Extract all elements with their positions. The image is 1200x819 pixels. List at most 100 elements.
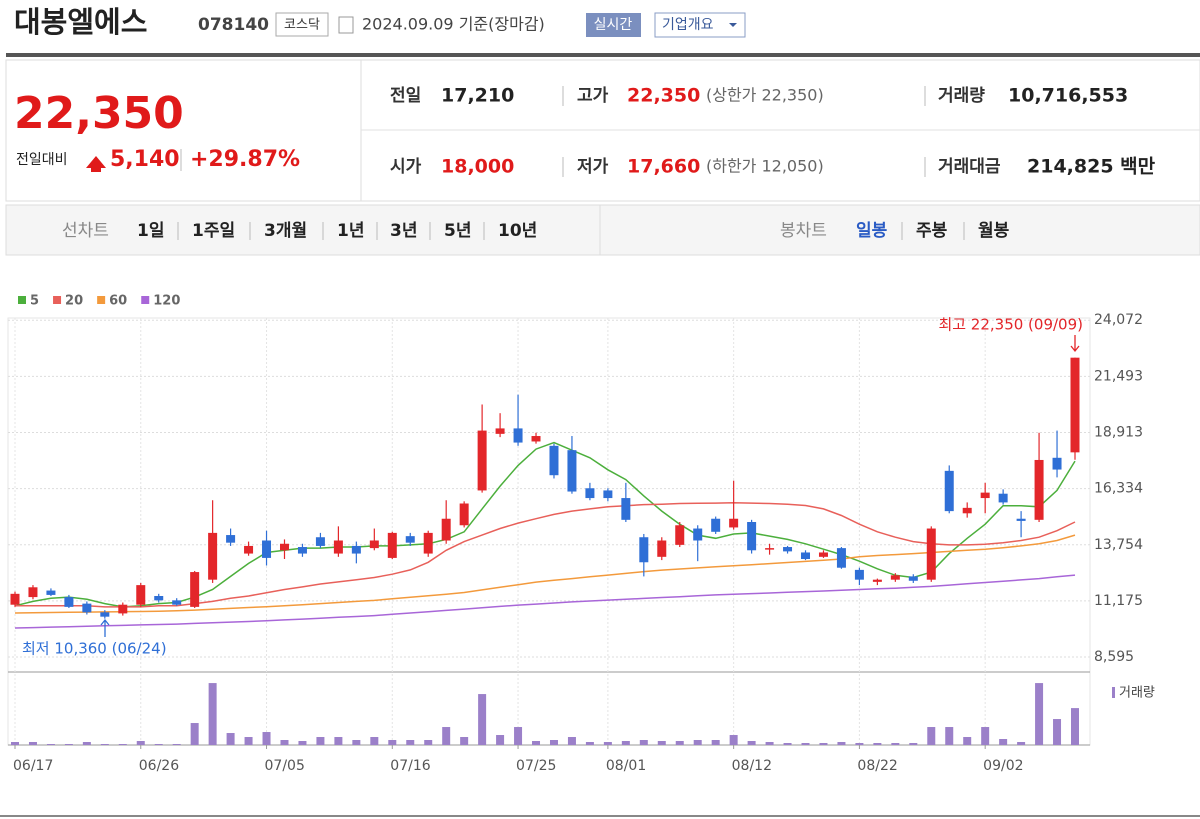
legend-swatch	[97, 296, 106, 304]
high-annotation: 최고 22,350 (09/09)	[938, 316, 1083, 334]
candle-body	[513, 428, 523, 443]
tab[interactable]: 월봉	[978, 221, 1010, 241]
legend-label: 5	[30, 294, 39, 309]
market-badge	[275, 12, 329, 37]
candle-body	[962, 507, 972, 514]
market: 코스닥	[284, 18, 320, 33]
candle-body	[387, 532, 397, 558]
date: 2024.09.09 기준(장마감)	[362, 15, 545, 34]
tab[interactable]: 1일	[137, 221, 164, 241]
moving-average	[14, 574, 1076, 629]
stat-note: (상한가 22,350)	[706, 86, 824, 105]
tab-active[interactable]: 일봉	[856, 221, 888, 241]
volume-bar	[1035, 683, 1044, 745]
header-rule	[6, 53, 1200, 57]
candle-body	[118, 604, 128, 614]
volume-bar	[64, 744, 73, 745]
x-tick-label: 06/17	[13, 758, 53, 774]
volume-bar	[262, 732, 271, 745]
volume-bar	[783, 743, 792, 745]
candle-body	[621, 498, 631, 520]
candle-body	[693, 528, 703, 541]
company-label[interactable]: 기업개요	[662, 17, 714, 33]
volume-bar	[621, 741, 630, 745]
tab[interactable]: 5년	[444, 221, 471, 241]
volume-bar	[46, 744, 55, 745]
candle-body	[818, 552, 828, 557]
low-arrow	[100, 618, 110, 637]
tab[interactable]: 3개월	[264, 221, 307, 241]
tab[interactable]: 10년	[498, 221, 537, 241]
candle-body	[208, 532, 218, 580]
moving-average	[15, 502, 1076, 608]
volume-bar	[11, 742, 19, 745]
volume-bar	[765, 742, 774, 745]
y-tick-label: 18,913	[1094, 424, 1143, 440]
volume-bar	[945, 727, 954, 745]
candle-body	[675, 525, 685, 545]
volume-bar	[28, 742, 37, 745]
candle-body	[549, 445, 559, 476]
stat-label: 고가	[577, 86, 609, 106]
volume-bar	[819, 743, 828, 745]
volume-bar	[460, 737, 469, 745]
stock-code: 078140	[198, 15, 269, 35]
stock-name: 대봉엘에스	[14, 5, 147, 39]
volume-bar	[801, 743, 810, 745]
candle-body	[423, 532, 433, 554]
volume-bar	[82, 742, 91, 745]
tab-bar	[5, 204, 1200, 256]
candle-body	[854, 569, 864, 580]
volume-bar	[514, 727, 523, 745]
stat-label: 거래량	[938, 86, 985, 106]
candle-body	[64, 597, 74, 607]
realtime-button[interactable]	[586, 13, 641, 37]
candle-body	[585, 488, 595, 499]
low-annotation: 최저 10,360 (06/24)	[22, 640, 167, 658]
candle-body	[46, 590, 56, 595]
volume-bar	[316, 737, 325, 745]
company-button[interactable]	[654, 12, 746, 38]
candle-body	[657, 540, 667, 557]
volume-bar	[1071, 708, 1079, 745]
x-tick-label: 07/16	[390, 758, 430, 774]
change-label: 전일대비	[16, 152, 68, 168]
volume-bar	[154, 744, 163, 745]
tab[interactable]: 주봉	[916, 221, 948, 241]
change-rate: +29.87%	[190, 147, 300, 172]
volume-bar	[639, 740, 648, 745]
realtime-label[interactable]: 실시간	[594, 17, 633, 33]
dropdown-arrow	[729, 23, 737, 27]
tab[interactable]: 3년	[390, 221, 417, 241]
stat-label: 거래대금	[938, 157, 1001, 177]
volume-bar	[657, 741, 666, 745]
tab[interactable]: 1년	[337, 221, 364, 241]
candle-body	[872, 579, 882, 582]
candle-body	[10, 593, 20, 605]
candle-body	[441, 518, 451, 541]
volume-bar	[855, 743, 864, 745]
legend-swatch	[53, 296, 62, 304]
volume-bar	[711, 740, 720, 745]
y-tick-label: 21,493	[1094, 368, 1143, 384]
moving-average	[14, 441, 1076, 608]
volume-bar	[226, 733, 235, 745]
candle-body	[729, 518, 739, 528]
candle-body	[100, 612, 110, 617]
tab-group-label: 봉차트	[780, 221, 827, 241]
legend-swatch	[18, 296, 26, 304]
candle-body	[1016, 518, 1026, 521]
volume-bar	[280, 740, 289, 745]
candle-body	[315, 537, 325, 546]
volume-bar	[424, 740, 433, 745]
tab-group-label: 선차트	[62, 221, 109, 241]
tab[interactable]: 1주일	[192, 221, 235, 241]
candle-body	[603, 490, 613, 499]
volume-bar	[981, 727, 990, 745]
volume-bar	[585, 742, 594, 745]
candle-body	[351, 545, 361, 554]
volume-bar	[496, 735, 505, 745]
moving-average	[14, 534, 1076, 614]
candle-body	[405, 536, 415, 543]
legend-label: 60	[109, 294, 127, 309]
